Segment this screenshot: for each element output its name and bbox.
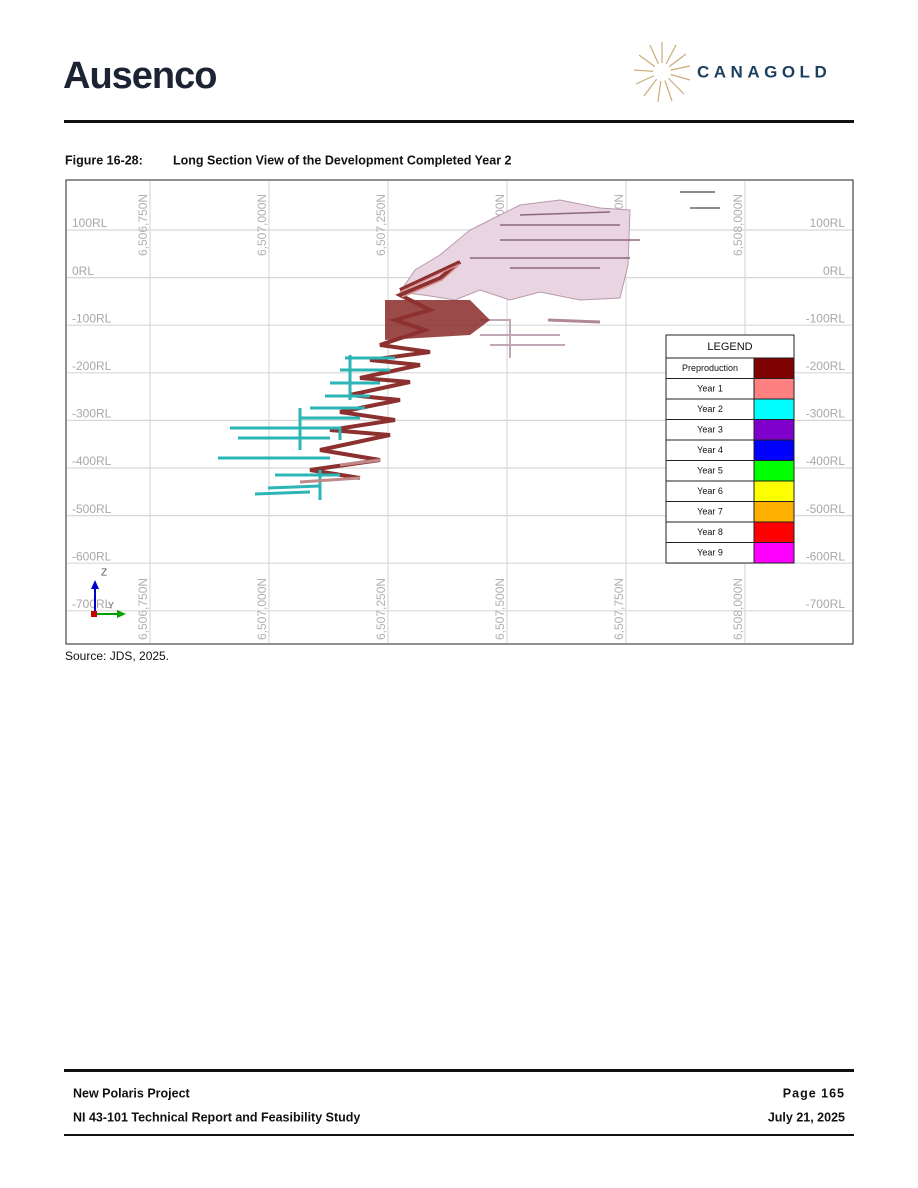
legend-label: Preproduction — [682, 363, 738, 373]
northing-label: 6,507,250N — [374, 194, 388, 256]
axis-triad: Z Y — [91, 568, 126, 618]
legend-swatch — [753, 501, 795, 523]
northing-label: 6,507,250N — [374, 578, 388, 640]
rl-label: -600RL — [806, 549, 846, 563]
figure-number: Figure 16-28: — [65, 153, 143, 167]
rl-label: -300RL — [806, 407, 846, 421]
sunburst-icon — [633, 42, 691, 103]
rl-label: -200RL — [72, 359, 112, 373]
grid: 100RL 100RL 0RL 0RL -100RL -100RL -200RL -200RL… — [67, 181, 852, 643]
rl-label: -100RL — [72, 311, 112, 325]
figure-source: Source: JDS, 2025. — [65, 649, 169, 663]
rl-label: -100RL — [806, 311, 846, 325]
rl-label: -500RL — [806, 502, 846, 516]
legend-swatch — [753, 357, 795, 379]
northing-label: 6,507,000N — [255, 194, 269, 256]
footer-project: New Polaris Project — [73, 1086, 191, 1100]
axis-label: Y — [108, 600, 114, 610]
rl-label: -500RL — [72, 502, 112, 516]
right-logo: CANAGOLD — [697, 62, 831, 81]
axis-label: Z — [101, 568, 107, 579]
rl-label: -700RL — [72, 597, 112, 611]
header-rule — [64, 120, 854, 123]
rl-label: -200RL — [806, 359, 846, 373]
legend-swatch — [753, 398, 795, 420]
legend-label: Year 7 — [697, 506, 723, 516]
northing-label: 6,507,750N — [612, 578, 626, 640]
figure-title: Long Section View of the Development Com… — [173, 153, 512, 167]
rl-label: 100RL — [72, 216, 108, 230]
legend-title: LEGEND — [707, 341, 752, 353]
rl-label: -400RL — [72, 454, 112, 468]
rl-label: 100RL — [810, 216, 846, 230]
legend-label: Year 8 — [697, 527, 723, 537]
footer-report: NI 43-101 Technical Report and Feasibili… — [73, 1110, 360, 1124]
mine-model — [218, 191, 720, 500]
footer-rule — [64, 1069, 854, 1072]
northing-label: 6,506,750N — [136, 578, 150, 640]
rl-label: 0RL — [823, 264, 845, 278]
rl-label: 0RL — [72, 264, 94, 278]
footer-page: Page 165 — [783, 1086, 845, 1100]
rl-label: -600RL — [72, 549, 112, 563]
legend-label: Year 6 — [697, 486, 723, 496]
legend-swatch — [753, 419, 795, 441]
footer-date: July 21, 2025 — [768, 1110, 845, 1124]
northing-label: 6,508,000N — [731, 578, 745, 640]
northing-label: 6,507,500N — [493, 578, 507, 640]
legend: LEGEND Preproduction Year 1 Year 2 Year 3 Ye… — [665, 334, 795, 564]
northing-label: 6,506,750N — [136, 194, 150, 256]
footer-rule — [64, 1134, 854, 1136]
legend-swatch — [753, 460, 795, 482]
legend-label: Year 9 — [697, 547, 723, 557]
northing-label: 6,508,000N — [731, 194, 745, 256]
legend-swatch — [753, 439, 795, 461]
legend-label: Year 1 — [697, 383, 723, 393]
legend-label: Year 2 — [697, 404, 723, 414]
legend-swatch — [753, 480, 795, 502]
legend-swatch — [753, 542, 795, 564]
rl-label: -700RL — [806, 597, 846, 611]
left-logo: Ausenco — [63, 55, 216, 97]
legend-swatch — [753, 521, 795, 543]
legend-label: Year 5 — [697, 465, 723, 475]
rl-label: -300RL — [72, 407, 112, 421]
legend-label: Year 3 — [697, 424, 723, 434]
rl-label: -400RL — [806, 454, 846, 468]
legend-label: Year 4 — [697, 445, 723, 455]
legend-swatch — [753, 378, 795, 400]
northing-label: 6,507,000N — [255, 578, 269, 640]
